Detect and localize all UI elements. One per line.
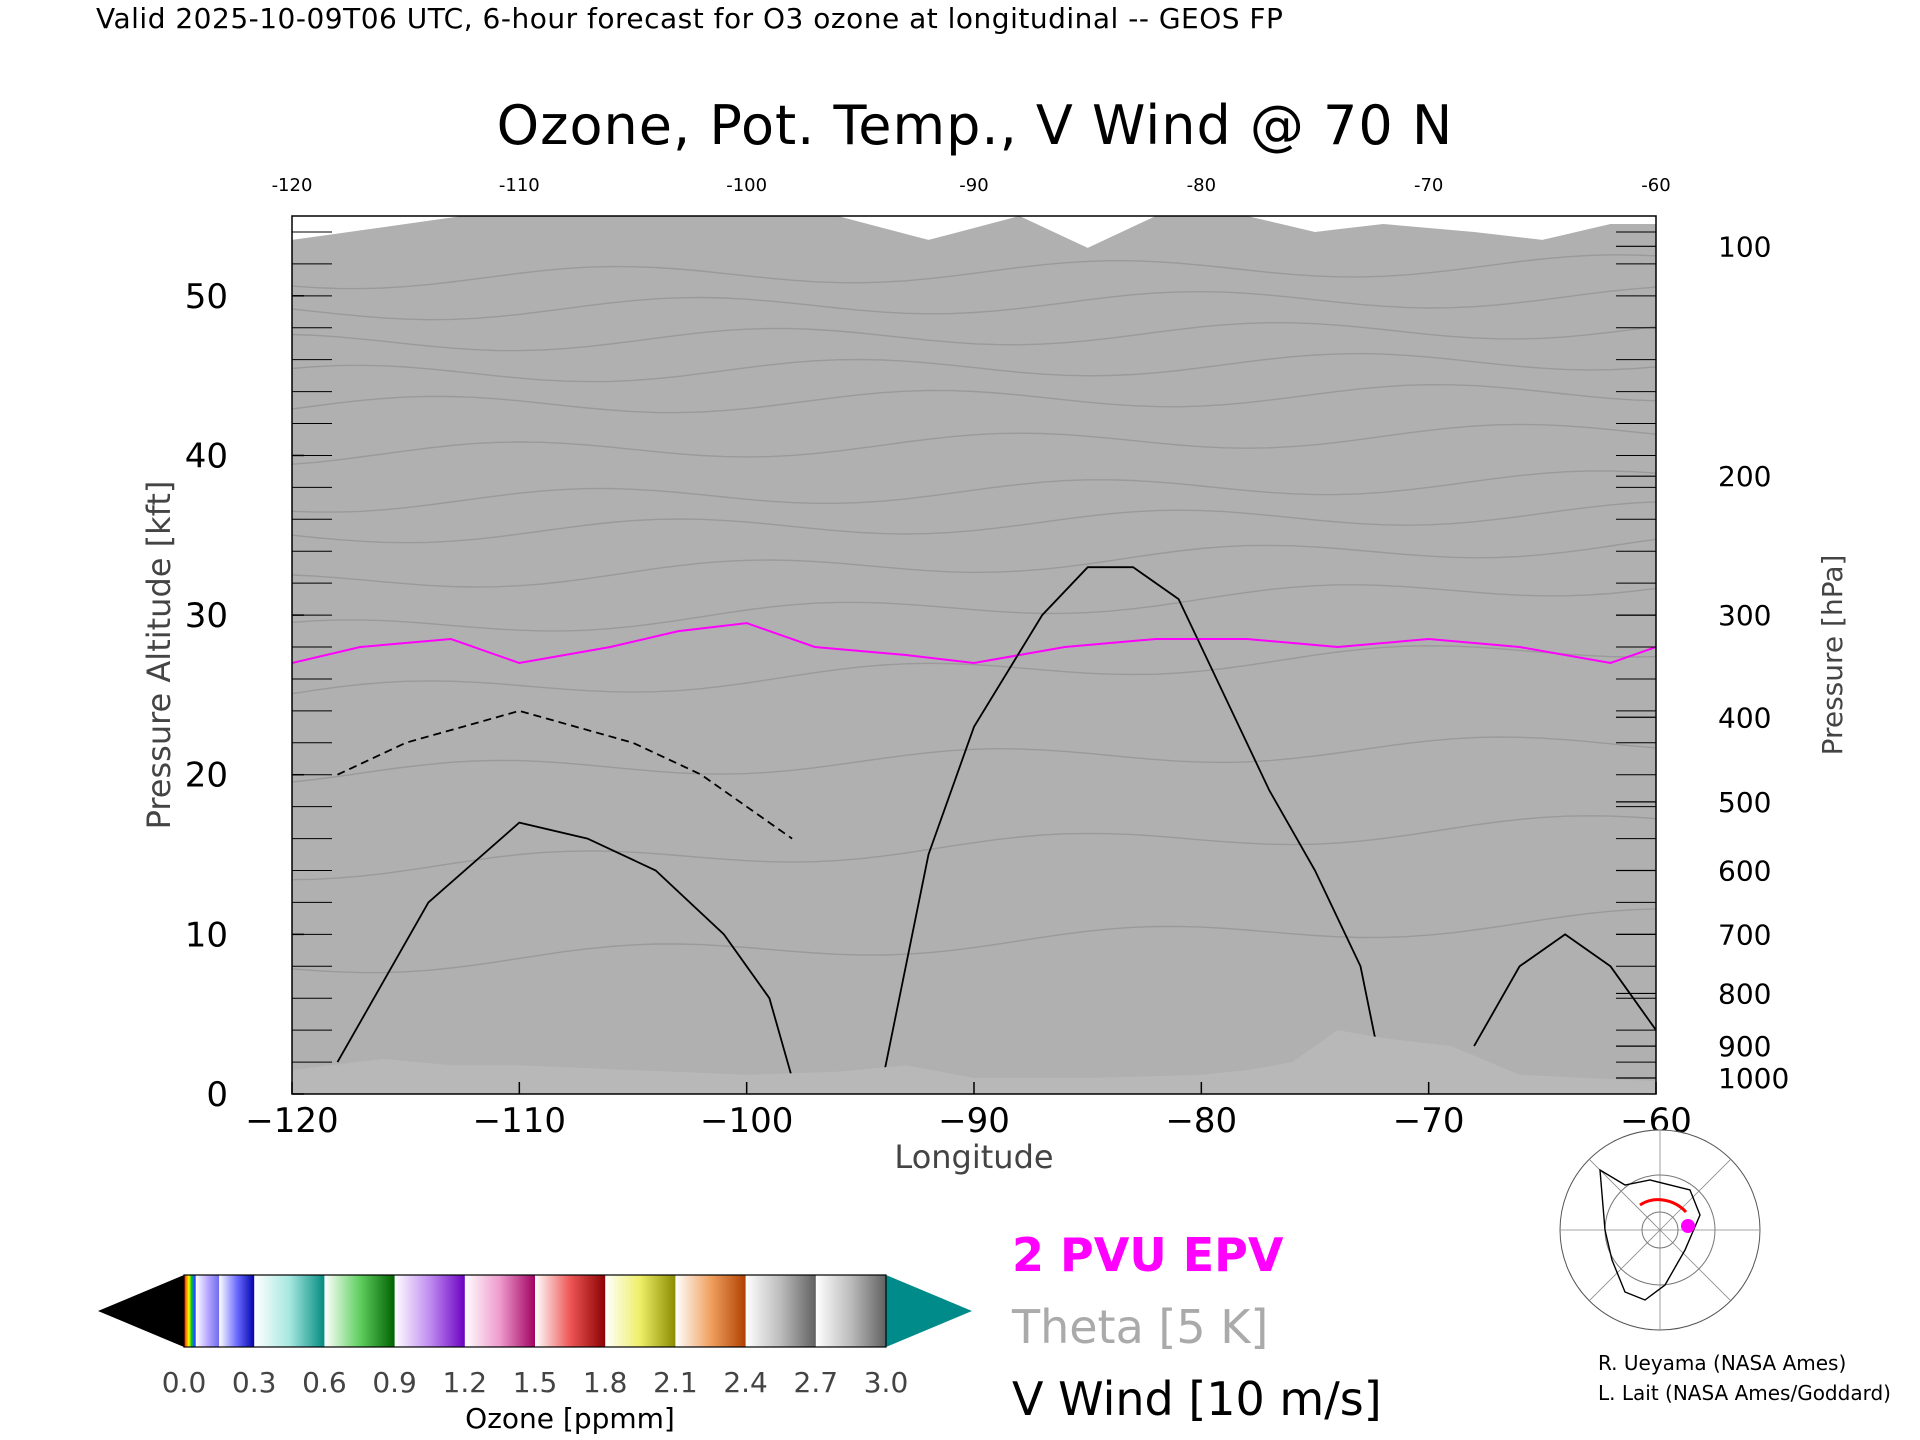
map-meridian: [1659, 1229, 1731, 1301]
theta-contour: [292, 352, 1656, 383]
colorbar-over-arrow: [886, 1275, 972, 1347]
colorbar-segment: [195, 1275, 220, 1347]
theta-contour: [292, 321, 1656, 352]
y-tick-label: 40: [185, 436, 228, 476]
colorbar-tick-label: 1.8: [583, 1366, 628, 1399]
y-axis-title-right: Pressure [hPa]: [1816, 555, 1849, 756]
ozone-band: [292, 216, 1656, 1094]
colorbar-segment: [605, 1275, 676, 1347]
y-tick-label: 50: [185, 277, 228, 317]
theta-contour: [292, 423, 1656, 465]
top-tick-label: -60: [1641, 175, 1670, 196]
theta-contour: [292, 815, 1656, 881]
top-tick-label: -100: [726, 175, 767, 196]
colorbar-tick-label: 3.0: [864, 1366, 909, 1399]
pressure-tick-label: 600: [1718, 855, 1771, 888]
map-track-line: [1639, 1198, 1688, 1214]
colorbar-tick-label: 0.3: [232, 1366, 277, 1399]
x-tick-label: −110: [473, 1101, 566, 1141]
pressure-tick-label: 500: [1718, 786, 1771, 819]
top-tick-label: -80: [1187, 175, 1216, 196]
colorbar-tick-label: 1.5: [513, 1366, 558, 1399]
colorbar-tick-label: 0.0: [162, 1366, 207, 1399]
colorbar-segment: [675, 1275, 747, 1347]
colorbar-segment: [815, 1275, 887, 1347]
colorbar-title: Ozone [ppmm]: [465, 1402, 675, 1435]
x-tick-label: −90: [938, 1101, 1010, 1141]
credit-line-2: L. Lait (NASA Ames/Goddard): [1598, 1381, 1891, 1405]
plot-area: [292, 216, 1656, 1094]
theta-contour: [292, 470, 1656, 513]
colorbar-segment: [464, 1275, 536, 1347]
colorbar-tick-label: 1.2: [443, 1366, 488, 1399]
vwind-contour: [336, 821, 793, 1079]
colorbar-segment: [745, 1275, 817, 1347]
colorbar-segment: [254, 1275, 325, 1347]
map-meridian: [1659, 1159, 1731, 1231]
chart-title: Ozone, Pot. Temp., V Wind @ 70 N: [496, 94, 1454, 157]
x-tick-label: −120: [245, 1101, 338, 1141]
top-tick-label: -120: [272, 175, 313, 196]
pressure-tick-label: 700: [1718, 918, 1771, 951]
colorbar-tick-label: 0.9: [372, 1366, 417, 1399]
pressure-tick-label: 1000: [1718, 1062, 1789, 1095]
theta-contour: [292, 736, 1656, 783]
credit-line-1: R. Ueyama (NASA Ames): [1598, 1351, 1847, 1375]
colorbar-tick-label: 0.6: [302, 1366, 347, 1399]
colorbar-frame: [183, 1274, 887, 1348]
colorbar-tick-label: 2.1: [653, 1366, 698, 1399]
legend-epv-label: 2 PVU EPV: [1012, 1228, 1284, 1282]
y-tick-label: 10: [185, 915, 228, 955]
pressure-tick-label: 400: [1718, 701, 1771, 734]
map-coastline: [1599, 1168, 1701, 1301]
pressure-tick-label: 300: [1718, 599, 1771, 632]
colorbar-tick-label: 2.4: [723, 1366, 768, 1399]
theta-contour: [292, 538, 1656, 588]
theta-contour: [292, 501, 1656, 544]
y-tick-label: 0: [206, 1075, 228, 1115]
colorbar-under-arrow: [98, 1275, 184, 1347]
vwind-contour: [1473, 933, 1656, 1047]
top-tick-label: -90: [959, 175, 988, 196]
valid-time-header: Valid 2025-10-09T06 UTC, 6-hour forecast…: [96, 2, 1284, 35]
theta-contour: [292, 286, 1656, 321]
map-meridian: [1589, 1229, 1661, 1301]
x-tick-label: −100: [700, 1101, 793, 1141]
top-tick-label: -70: [1414, 175, 1443, 196]
colorbar-segment: [324, 1275, 396, 1347]
colorbar-tick-label: 2.7: [794, 1366, 839, 1399]
terrain-mask: [292, 1030, 1656, 1094]
map-location-marker: [1681, 1219, 1695, 1233]
colorbar-segment: [535, 1275, 606, 1347]
legend-theta-label: Theta [5 K]: [1012, 1300, 1269, 1354]
x-tick-label: −70: [1393, 1101, 1465, 1141]
x-tick-label: −80: [1165, 1101, 1237, 1141]
theta-contour: [292, 383, 1656, 414]
y-tick-label: 20: [185, 756, 228, 796]
colorbar-segment: [394, 1275, 466, 1347]
pressure-tick-label: 200: [1718, 460, 1771, 493]
theta-contour: [292, 908, 1656, 974]
locator-map: [1559, 1129, 1761, 1331]
vwind-contour: [337, 709, 793, 840]
colorbar-segment: [219, 1275, 255, 1347]
pressure-tick-label: 100: [1718, 230, 1771, 263]
legend-vwind-label: V Wind [10 m/s]: [1012, 1372, 1382, 1426]
axes: −120 -120 −110 -110 −100 -100 −90 -90 −80 -80 −70 -…: [140, 175, 1849, 1176]
pressure-tick-label: 900: [1718, 1030, 1771, 1063]
x-axis-title: Longitude: [894, 1138, 1053, 1176]
vwind-contour: [882, 566, 1385, 1079]
theta-contour: [292, 254, 1656, 290]
pressure-tick-label: 800: [1718, 977, 1771, 1010]
colorbar: 0.0 0.3 0.6 0.9 1.2 1.5 1.8 2.1 2.4 2.7 3.0: [98, 1274, 972, 1399]
top-tick-label: -110: [499, 175, 540, 196]
theta-contour: [292, 584, 1656, 632]
theta-contour: [292, 645, 1656, 695]
y-tick-label: 30: [185, 596, 228, 636]
epv-2pvu-contour: [292, 622, 1656, 665]
y-axis-title-left: Pressure Altitude [kft]: [140, 481, 178, 830]
colorbar-segment: [184, 1275, 197, 1347]
